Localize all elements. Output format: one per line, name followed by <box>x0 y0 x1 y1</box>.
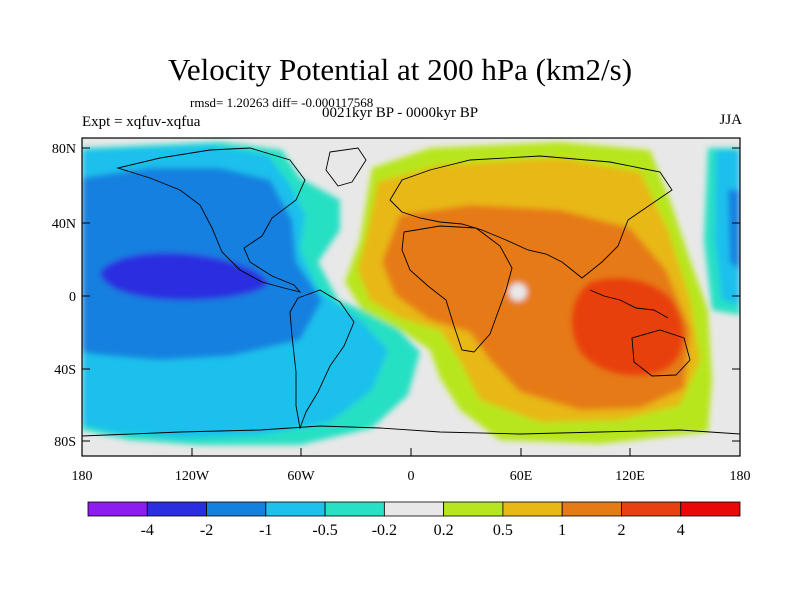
y-tick-label: 40S <box>54 363 76 378</box>
y-tick-label: 80N <box>52 142 76 157</box>
y-tick-label: 0 <box>69 290 76 305</box>
coastlines <box>82 147 740 437</box>
colorbar-box <box>561 501 622 517</box>
colorbar-box <box>146 501 207 517</box>
y-tick-labels: 80N 40N 0 40S 80S <box>52 142 76 450</box>
velocity-potential-field <box>82 138 740 456</box>
x-tick-marks <box>81 448 741 456</box>
contour-neg-2 <box>100 252 268 301</box>
coast-antarctica <box>82 425 740 437</box>
y-tick-label: 40N <box>52 217 76 232</box>
colorbar-label: 0.5 <box>493 522 513 539</box>
stats-text: rmsd= 1.20263 diff= -0.000117568 <box>190 95 374 110</box>
season-label: JJA <box>719 112 742 128</box>
coast-maritime-se-asia <box>589 289 669 319</box>
colorbar-box <box>621 501 682 517</box>
x-tick-labels: 180 120W 60W 0 60E 120E 180 <box>72 469 751 484</box>
x-tick-label: 60E <box>510 469 533 484</box>
x-tick-label: 180 <box>730 469 751 484</box>
colorbar-label: -0.2 <box>372 522 397 539</box>
x-tick-label: 0 <box>408 469 415 484</box>
colorbar-label: 0.2 <box>434 522 454 539</box>
x-tick-label: 120E <box>615 469 645 484</box>
colorbar <box>87 501 741 517</box>
colorbar-box <box>443 501 504 517</box>
colorbar-box <box>383 501 445 517</box>
colorbar-label: 2 <box>617 522 625 539</box>
colorbar-label: -0.5 <box>312 522 337 539</box>
colorbar-box <box>87 501 148 517</box>
period-label: 0021kyr BP - 0000kyr BP <box>322 105 479 121</box>
contour-neg-east-3 <box>728 190 740 270</box>
x-tick-label: 180 <box>72 469 93 484</box>
colorbar-label: -2 <box>200 522 213 539</box>
y-tick-marks <box>82 147 740 442</box>
colorbar-box <box>324 501 385 517</box>
coast-africa <box>401 225 513 353</box>
page-title: Velocity Potential at 200 hPa (km2/s) <box>167 52 633 87</box>
x-tick-label: 60W <box>287 469 315 484</box>
colorbar-box <box>680 501 741 517</box>
colorbar-label: -4 <box>141 522 154 539</box>
colorbar-label: 1 <box>558 522 566 539</box>
x-tick-label: 120W <box>175 469 210 484</box>
experiment-label: Expt = xqfuv-xqfua <box>82 114 201 130</box>
colorbar-box <box>206 501 267 517</box>
coast-south-america <box>289 289 355 430</box>
colorbar-box <box>265 501 326 517</box>
coast-europe-asia <box>389 155 673 279</box>
contour-neg-east-2 <box>715 150 740 305</box>
colorbar-label: 4 <box>677 522 685 539</box>
colorbar-box <box>502 501 563 517</box>
colorbar-label: -1 <box>259 522 272 539</box>
contour-pos-2 <box>571 277 684 376</box>
colorbar-labels: -4 -2 -1 -0.5 -0.2 0.2 0.5 1 2 4 <box>141 522 685 539</box>
coast-north-america <box>116 147 306 293</box>
coast-greenland <box>325 147 367 187</box>
contour-zero-hole <box>509 283 527 301</box>
coast-australia <box>631 329 691 377</box>
y-tick-label: 80S <box>54 435 76 450</box>
